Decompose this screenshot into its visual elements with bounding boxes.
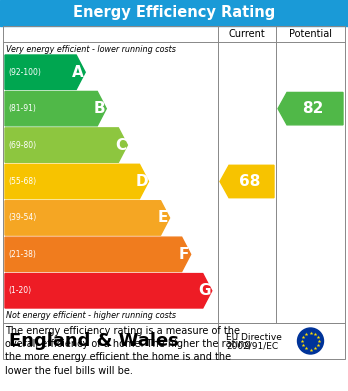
- Text: (1-20): (1-20): [8, 286, 31, 295]
- Text: (21-38): (21-38): [8, 250, 36, 259]
- Polygon shape: [278, 92, 343, 125]
- Text: EU Directive: EU Directive: [226, 332, 282, 341]
- Polygon shape: [5, 201, 169, 235]
- Text: F: F: [179, 247, 189, 262]
- Text: (39-54): (39-54): [8, 213, 36, 222]
- Text: A: A: [72, 65, 84, 80]
- Text: England & Wales: England & Wales: [9, 332, 179, 350]
- Text: D: D: [135, 174, 148, 189]
- Text: B: B: [94, 101, 105, 116]
- Bar: [3, 26, 345, 323]
- Polygon shape: [220, 165, 274, 198]
- Polygon shape: [5, 274, 212, 308]
- Text: (81-91): (81-91): [8, 104, 36, 113]
- Text: G: G: [198, 283, 211, 298]
- Text: 82: 82: [302, 101, 323, 116]
- Polygon shape: [5, 91, 106, 126]
- Text: (69-80): (69-80): [8, 141, 36, 150]
- Text: C: C: [115, 138, 126, 152]
- Bar: [3, 323, 345, 359]
- Polygon shape: [5, 164, 149, 199]
- Circle shape: [298, 328, 324, 354]
- Text: Very energy efficient - lower running costs: Very energy efficient - lower running co…: [6, 45, 176, 54]
- Text: (55-68): (55-68): [8, 177, 36, 186]
- Text: The energy efficiency rating is a measure of the
overall efficiency of a home. T: The energy efficiency rating is a measur…: [5, 326, 251, 376]
- Polygon shape: [5, 128, 127, 162]
- Polygon shape: [5, 237, 191, 272]
- Text: (92-100): (92-100): [8, 68, 41, 77]
- Text: Current: Current: [229, 29, 266, 39]
- Text: Not energy efficient - higher running costs: Not energy efficient - higher running co…: [6, 311, 176, 320]
- Text: 68: 68: [239, 174, 260, 189]
- Text: Potential: Potential: [289, 29, 332, 39]
- Polygon shape: [5, 55, 85, 90]
- Bar: [0, 0, 348, 26]
- Text: Energy Efficiency Rating: Energy Efficiency Rating: [73, 5, 275, 20]
- Text: 2002/91/EC: 2002/91/EC: [226, 341, 278, 350]
- Text: E: E: [157, 210, 168, 226]
